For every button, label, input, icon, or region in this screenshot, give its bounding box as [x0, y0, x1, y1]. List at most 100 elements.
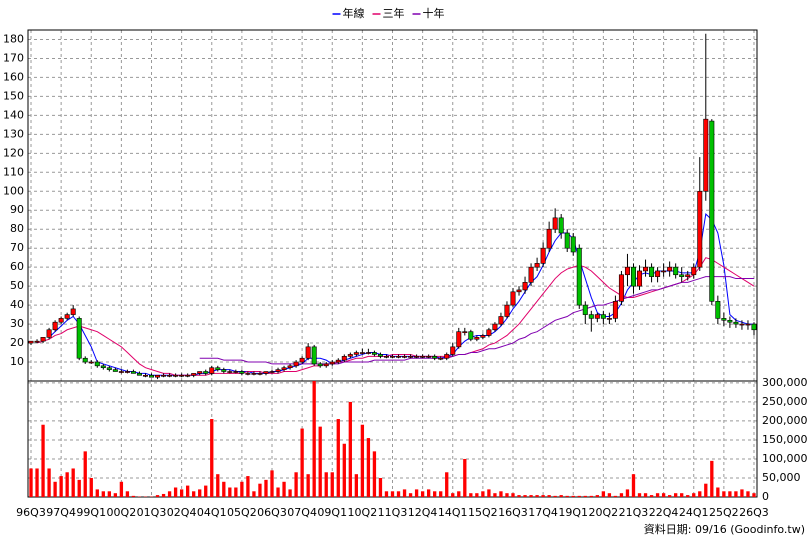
volume-bar	[420, 491, 425, 497]
y-tick-label: 140	[3, 108, 24, 121]
volume-bar	[505, 493, 509, 497]
volume-bar	[649, 495, 654, 497]
candle-body	[480, 335, 486, 338]
x-tick-label: 12Q4	[408, 506, 438, 519]
volume-bar	[270, 470, 274, 497]
x-tick-label: 14Q1	[438, 506, 468, 519]
candle-body	[203, 371, 209, 374]
x-tick-label: 11Q3	[378, 506, 408, 519]
volume-bar	[83, 451, 87, 497]
legend-label: 十年	[423, 6, 445, 20]
volume-bar	[378, 477, 383, 497]
candle-body	[281, 367, 287, 370]
candle-body	[377, 354, 383, 357]
volume-bar	[107, 491, 111, 497]
volume-bar	[583, 495, 587, 497]
candle-body	[215, 367, 221, 370]
candle-body	[70, 308, 76, 315]
candle-body	[269, 371, 275, 373]
candle-body	[347, 354, 353, 357]
y-tick-label: 110	[3, 165, 24, 178]
y2-tick-label: 0	[762, 490, 769, 503]
candle-body	[359, 352, 365, 354]
candle-body	[161, 375, 167, 377]
volume-bar	[686, 495, 690, 497]
volume-bar	[276, 487, 280, 497]
candle-body	[82, 357, 88, 363]
candle-body	[402, 356, 408, 358]
volume-bar	[77, 479, 81, 497]
volume-bar	[523, 495, 527, 497]
candle-body	[197, 371, 203, 374]
y-tick-label: 120	[3, 146, 24, 159]
volume-bar	[511, 493, 515, 497]
candle-body	[552, 217, 558, 230]
candle-body	[492, 323, 498, 331]
volume-bar	[47, 468, 51, 497]
volume-bar	[396, 491, 401, 497]
candle-body	[305, 346, 311, 359]
y2-tick-label: 250,000	[762, 395, 808, 408]
candle-body	[594, 314, 600, 319]
candle-body	[745, 323, 751, 326]
volume-bar	[29, 468, 33, 497]
y-tick-label: 40	[10, 298, 24, 311]
volume-bar	[179, 489, 184, 497]
volume-bar	[113, 493, 118, 497]
candle-body	[522, 282, 528, 291]
x-tick-label: 21Q3	[619, 506, 649, 519]
y-tick-label: 80	[10, 222, 24, 235]
candle-body	[311, 346, 317, 365]
volume-bar	[607, 493, 612, 497]
candle-body	[727, 319, 733, 323]
candle-body	[486, 329, 492, 336]
y-tick-label: 70	[10, 241, 24, 254]
candle-body	[667, 266, 673, 272]
volume-bar	[589, 495, 593, 497]
candle-body	[697, 190, 703, 268]
x-tick-label: 06Q3	[257, 506, 287, 519]
candle-body	[510, 291, 516, 306]
candle-body	[257, 373, 263, 375]
candle-body	[389, 356, 395, 358]
candle-body	[191, 373, 197, 376]
candle-body	[691, 266, 697, 276]
volume-bar	[234, 487, 238, 497]
candle-body	[474, 337, 480, 340]
candle-body	[624, 266, 630, 276]
volume-bar	[210, 419, 214, 497]
y-tick-label: 170	[3, 51, 24, 64]
volume-bar	[324, 472, 328, 497]
volume-bar	[553, 495, 557, 497]
x-tick-label: 24Q1	[679, 506, 709, 519]
volume-bar	[631, 474, 636, 497]
volume-bar	[101, 491, 105, 497]
candle-body	[106, 367, 112, 370]
volume-bar	[294, 472, 298, 497]
candle-body	[287, 365, 293, 369]
volume-bar	[155, 495, 160, 497]
candle-body	[251, 373, 257, 375]
candle-body	[450, 346, 456, 355]
candle-body	[721, 318, 727, 321]
candle-body	[323, 363, 329, 367]
candle-body	[149, 375, 155, 378]
candle-body	[64, 314, 70, 319]
ma-line	[199, 276, 754, 365]
volume-bar	[330, 472, 334, 497]
volume-bar	[161, 493, 166, 497]
volume-bar	[246, 476, 250, 497]
candle-body	[432, 356, 438, 359]
y-tick-label: 50	[10, 279, 24, 292]
y2-tick-label: 100,000	[762, 452, 808, 465]
volume-bar	[131, 495, 136, 497]
volume-bar	[698, 491, 702, 497]
candle-body	[227, 371, 233, 373]
volume-bar	[348, 401, 352, 497]
candle-body	[299, 357, 305, 363]
candle-body	[444, 354, 450, 359]
candle-body	[528, 266, 534, 283]
volume-bar	[565, 495, 569, 497]
candle-body	[371, 352, 377, 355]
volume-bar	[674, 493, 678, 497]
